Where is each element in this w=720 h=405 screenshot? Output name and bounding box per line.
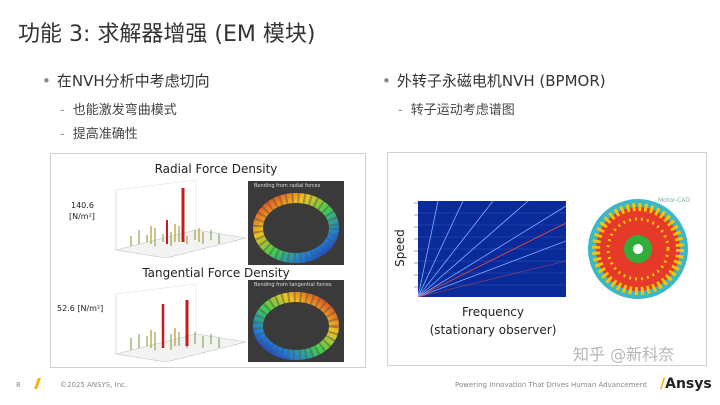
radial-value: 140.6 <box>71 201 94 210</box>
tangential-bending-image: Bending from tangential forces <box>248 280 344 362</box>
right-sub-1-text: 转子运动考虑谱图 <box>410 103 515 118</box>
ansys-brand-text: Ansys <box>665 376 712 392</box>
force-density-panel: Radial Force Density 140.6 [N/m²] Bendin… <box>50 153 366 368</box>
ansys-slash-icon: / <box>660 376 666 392</box>
accent-slash-icon <box>33 378 42 389</box>
ansys-logo: /Ansys <box>660 376 712 392</box>
bullet-dot-icon: • <box>42 72 51 90</box>
slide-title: 功能 3: 求解器增强 (EM 模块) <box>18 22 316 47</box>
bullet-dot-icon: • <box>382 72 391 90</box>
left-sub-2: - 提高准确性 <box>60 123 138 142</box>
tagline: Powering Innovation That Drives Human Ad… <box>455 381 647 389</box>
page-number: 8 <box>16 381 21 389</box>
campbell-diagram <box>418 201 566 297</box>
observer-label: (stationary observer) <box>429 323 557 337</box>
tangential-bending-caption: Bending from tangential forces <box>254 282 332 288</box>
radial-bending-image: Bending from radial forces <box>248 181 344 265</box>
copyright: ©2025 ANSYS, Inc. <box>60 381 128 389</box>
campbell-panel: Speed Frequency (stationary observer) Mo… <box>387 152 707 366</box>
left-sub-1-text: 也能激发弯曲模式 <box>72 103 177 118</box>
right-bullet-text: 外转子永磁电机NVH (BPMOR) <box>396 72 606 90</box>
dash-icon: - <box>60 103 65 118</box>
radial-bending-caption: Bending from radial forces <box>254 183 321 189</box>
tangential-stator-ring <box>253 292 339 360</box>
dash-icon: - <box>60 127 65 142</box>
tangential-value: 52.6 [N/m²] <box>57 304 104 313</box>
motor-cad-label: Motor-CAD <box>658 197 691 204</box>
tangential-force-plot <box>115 283 247 362</box>
left-sub-1: - 也能激发弯曲模式 <box>60 99 177 118</box>
radial-force-plot <box>115 180 247 258</box>
right-sub-1: - 转子运动考虑谱图 <box>398 99 515 118</box>
speed-axis-label: Speed <box>393 229 407 267</box>
dash-icon: - <box>398 103 403 118</box>
right-bullet: • 外转子永磁电机NVH (BPMOR) <box>382 70 606 91</box>
tangential-title: Tangential Force Density <box>142 266 290 280</box>
left-bullet: • 在NVH分析中考虑切向 <box>42 70 210 91</box>
left-sub-2-text: 提高准确性 <box>72 127 138 142</box>
radial-unit: [N/m²] <box>69 212 95 221</box>
watermark: 知乎 @新科奈 <box>573 345 675 364</box>
motor-cross-section <box>588 199 688 299</box>
radial-title: Radial Force Density <box>154 162 278 176</box>
speed-ticks <box>410 201 418 297</box>
left-bullet-text: 在NVH分析中考虑切向 <box>56 72 210 90</box>
radial-stator-ring <box>253 193 339 263</box>
frequency-axis-label: Frequency <box>462 305 524 319</box>
